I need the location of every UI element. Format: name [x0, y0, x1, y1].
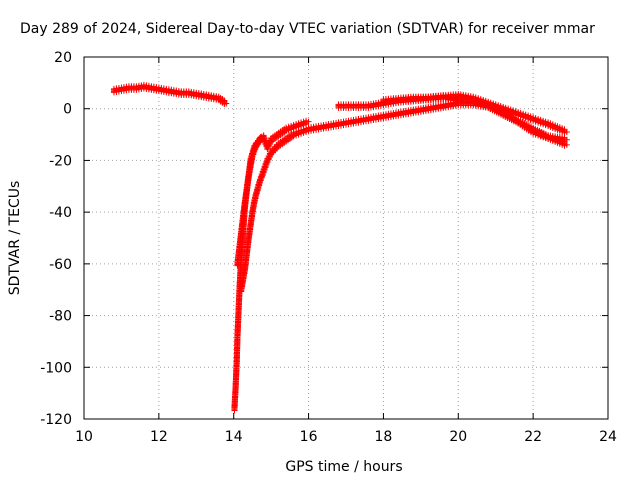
plot-frame — [83, 56, 609, 420]
series-0 — [110, 81, 230, 108]
data-point — [251, 148, 258, 155]
data-point — [563, 128, 570, 135]
series-5 — [380, 92, 570, 145]
data-point — [259, 172, 266, 179]
x-tick-label: 14 — [225, 429, 243, 445]
data-point — [250, 151, 257, 158]
x-axis-label: GPS time / hours — [285, 459, 402, 475]
chart-title: Day 289 of 2024, Sidereal Day-to-day VTE… — [20, 21, 595, 37]
data-point — [256, 182, 263, 189]
grid-lines — [84, 57, 608, 419]
x-tick-label: 24 — [599, 429, 617, 445]
data-point — [260, 169, 267, 176]
y-axis-label: SDTVAR / TECUs — [7, 181, 23, 296]
data-points — [110, 81, 570, 414]
data-point — [256, 179, 263, 186]
data-point — [266, 154, 273, 161]
data-point — [251, 200, 258, 207]
axis-ticks: 10 12 14 16 18 20 22 24 20 0 -20 -40 -60 -80 -100 -120 — [40, 50, 617, 445]
y-tick-label: -40 — [49, 205, 72, 221]
data-point — [255, 185, 262, 192]
data-point — [261, 166, 268, 173]
x-tick-label: 18 — [375, 429, 393, 445]
y-tick-label: -80 — [49, 309, 72, 325]
y-tick-label: -120 — [40, 412, 72, 428]
x-tick-label: 16 — [300, 429, 318, 445]
y-tick-label: -60 — [49, 257, 72, 273]
data-point — [264, 146, 271, 153]
data-point — [563, 136, 570, 143]
x-tick-label: 20 — [449, 429, 467, 445]
data-point — [257, 177, 264, 184]
data-point — [263, 161, 270, 168]
data-point — [254, 187, 261, 194]
data-point — [266, 141, 273, 148]
x-tick-label: 22 — [524, 429, 542, 445]
x-tick-label: 12 — [150, 429, 168, 445]
data-point — [563, 141, 570, 148]
data-point — [251, 198, 258, 205]
data-point — [249, 154, 256, 161]
data-point — [265, 156, 272, 163]
data-point — [262, 164, 269, 171]
y-tick-label: 0 — [63, 102, 72, 118]
data-point — [264, 159, 271, 166]
data-point — [252, 195, 259, 202]
y-tick-label: -100 — [40, 360, 72, 376]
data-point — [265, 143, 272, 150]
data-point — [253, 190, 260, 197]
data-point — [223, 100, 230, 107]
data-point — [305, 118, 312, 125]
y-tick-label: 20 — [54, 50, 72, 66]
data-point — [258, 174, 265, 181]
y-tick-label: -20 — [49, 153, 72, 169]
x-tick-label: 10 — [75, 429, 93, 445]
data-point — [252, 146, 259, 153]
data-point — [253, 192, 260, 199]
